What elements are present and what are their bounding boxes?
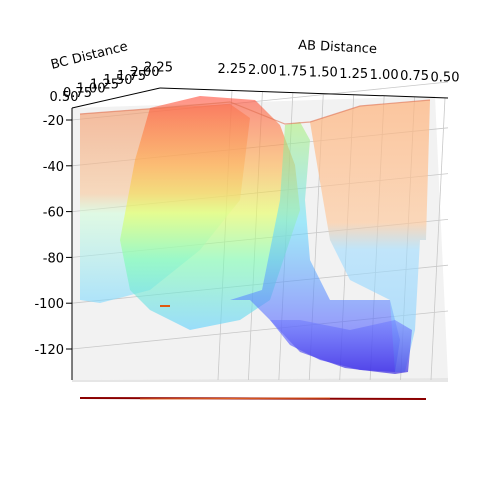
y-axis-line bbox=[71, 87, 161, 109]
surface-right-wall bbox=[310, 100, 430, 372]
x-tick-label: 0.75 bbox=[400, 69, 429, 84]
x-tick-label: 1.25 bbox=[339, 67, 368, 82]
y-tick-label: 1.50 bbox=[104, 73, 133, 88]
axis-lines bbox=[71, 87, 449, 380]
z-tick-label: -40 bbox=[43, 160, 64, 175]
x-tick-labels: 2.25 2.00 1.75 1.50 1.25 1.00 0.75 0.50 bbox=[218, 62, 460, 85]
x-grid-line bbox=[430, 97, 446, 381]
x-tick-label: 2.00 bbox=[248, 63, 277, 78]
floor-contour bbox=[79, 397, 427, 400]
z-tick-label: -20 bbox=[43, 114, 64, 129]
x-axis-label: AB Distance bbox=[298, 38, 377, 57]
x-tick-label: 2.25 bbox=[218, 62, 247, 77]
z-tick-label: -120 bbox=[34, 343, 64, 358]
y-tick-label: 2.25 bbox=[144, 61, 173, 76]
y-tick-label: 1.00 bbox=[77, 82, 106, 97]
floor-pane bbox=[72, 378, 448, 382]
z-tick-label: -60 bbox=[43, 206, 64, 221]
surface-rim bbox=[79, 99, 431, 125]
x-tick-label: 1.50 bbox=[309, 66, 338, 81]
contour-line-highlight bbox=[139, 397, 331, 400]
x-tick-label: 0.50 bbox=[431, 70, 460, 85]
surface-deep-well bbox=[270, 320, 412, 374]
x-tick-label: 1.00 bbox=[370, 68, 399, 83]
z-tick-label: -80 bbox=[43, 251, 64, 266]
surface-valley bbox=[100, 122, 400, 372]
y-tick-label: 0.75 bbox=[63, 86, 92, 101]
y-tick-label: 1.75 bbox=[117, 69, 146, 84]
x-axis-line bbox=[159, 87, 449, 99]
z-tick-label: -100 bbox=[34, 297, 64, 312]
y-tick-labels: 0.500.751.001.251.501.752.002.25 bbox=[50, 61, 173, 105]
energy-surface bbox=[79, 96, 431, 374]
y-tick-label: 0.50 bbox=[50, 90, 79, 105]
surface-ridge bbox=[120, 96, 300, 330]
z-tick-labels: -20 -40 -60 -80 -100 -120 bbox=[34, 114, 72, 358]
y-tick-label: 2.00 bbox=[131, 65, 160, 80]
y-axis-label: BC Distance bbox=[49, 39, 129, 73]
y-tick-label: 1.25 bbox=[90, 77, 119, 92]
x-tick-label: 1.75 bbox=[278, 64, 307, 79]
